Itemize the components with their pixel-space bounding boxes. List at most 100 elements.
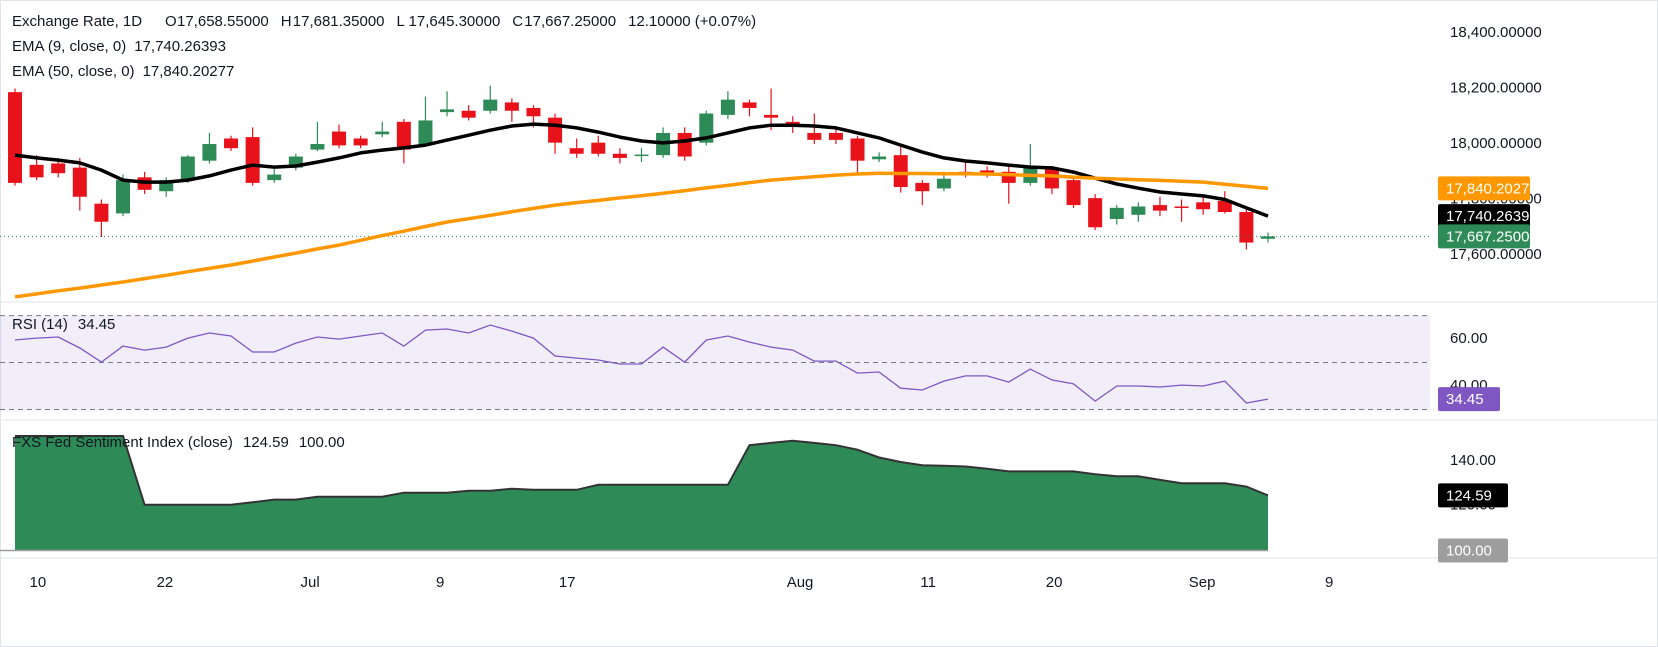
candle-body: [1260, 236, 1275, 239]
ohlc-key: C: [512, 13, 523, 30]
y-tick-label: 18,400.00000: [1450, 24, 1542, 41]
sentiment-area: [15, 436, 1268, 551]
candle-body: [245, 137, 260, 183]
candle-body: [850, 138, 865, 161]
candle-body: [872, 156, 887, 160]
candle-body: [612, 153, 627, 158]
x-tick-label: 10: [30, 574, 47, 591]
ema-line: [14, 122, 1269, 218]
rsi-line: [14, 324, 1269, 404]
candle-body: [1174, 206, 1189, 208]
candle-body: [461, 110, 476, 118]
sentiment-line: [15, 435, 1269, 506]
candle-body: [936, 178, 951, 189]
y-tick-label: 17,600.00000: [1450, 246, 1542, 263]
x-tick-label: 11: [920, 574, 936, 591]
x-tick-label: 9: [436, 574, 444, 591]
price-badge: [1438, 224, 1530, 249]
candle-body: [94, 203, 109, 222]
candle-body: [569, 148, 584, 154]
x-tick-label: Jul: [300, 574, 319, 591]
candle-body: [1066, 180, 1081, 206]
candle-body: [893, 155, 908, 188]
candle-body: [634, 154, 649, 157]
price-badge: [1438, 204, 1530, 229]
candle-body: [7, 92, 22, 183]
ema-line: [14, 171, 1269, 299]
candle-body: [72, 167, 87, 197]
baseline-badge-label: 100.00: [1446, 542, 1492, 559]
x-tick-label: Sep: [1189, 574, 1216, 591]
legend-name: EMA (50, close, 0): [12, 63, 135, 80]
legend-value: 124.59: [243, 434, 289, 451]
baseline-badge: [1438, 538, 1508, 563]
candle-body: [1044, 167, 1059, 189]
candle-body: [418, 120, 433, 146]
legend-name: RSI (14): [12, 316, 68, 333]
candle-body: [980, 170, 995, 174]
legend-value: 17,840.20277: [143, 63, 235, 80]
candle-body: [159, 180, 174, 192]
candle-body: [180, 156, 195, 181]
candle-body: [828, 132, 843, 140]
value-badge-label: 34.45: [1446, 391, 1484, 408]
candle-body: [526, 107, 541, 117]
candle-body: [440, 109, 455, 113]
candle-body: [1152, 205, 1167, 211]
x-tick-label: 17: [559, 574, 576, 591]
candle-body: [224, 138, 239, 149]
candle-body: [785, 121, 800, 125]
price-badge-label: 17,667.25000: [1446, 228, 1538, 245]
candle-body: [353, 138, 368, 146]
y-tick-label: 18,200.00000: [1450, 79, 1542, 96]
candle-body: [1088, 198, 1103, 228]
change-label: 12.10000 (+0.07%): [628, 13, 756, 30]
candle-body: [1196, 202, 1211, 210]
ohlc-key: O: [165, 13, 177, 30]
candle-body: [764, 114, 779, 118]
candle-body: [375, 131, 390, 135]
ohlc-value: 17,681.35000: [293, 13, 385, 30]
labels: 10 22 Jul 9 17 Aug 11 20 Sep 9 18,400.00000 18,200.…: [12, 13, 1542, 591]
value-badge-label: 124.59: [1446, 487, 1492, 504]
ohlc-value: 17,667.25000: [524, 13, 616, 30]
candle-body: [288, 156, 303, 168]
candle-body: [915, 182, 930, 192]
ohlc-value: 17,645.30000: [409, 13, 501, 30]
legend-value: 17,740.26393: [134, 38, 226, 55]
x-tick-label: Aug: [787, 574, 814, 591]
ohlc-value: 17,658.55000: [177, 13, 269, 30]
legend-name: FXS Fed Sentiment Index (close): [12, 434, 233, 451]
marks: [0, 85, 1430, 552]
price-badge-label: 17,740.26393: [1446, 208, 1538, 225]
chart-title: Exchange Rate, 1D: [12, 13, 142, 30]
y-tick-label: 140.00: [1450, 452, 1496, 469]
baseline-legend: 100.00: [299, 434, 345, 451]
candle-body: [742, 102, 757, 108]
y-tick-label: 18,000.00000: [1450, 135, 1542, 152]
candle-body: [807, 132, 822, 140]
x-tick-label: 9: [1325, 574, 1333, 591]
candle-body: [1131, 206, 1146, 215]
y-tick-label: 60.00: [1450, 330, 1488, 347]
candle-body: [202, 144, 217, 161]
legend-name: EMA (9, close, 0): [12, 38, 126, 55]
candle-body: [332, 131, 347, 146]
candle-body: [548, 117, 563, 143]
x-tick-label: 20: [1046, 574, 1063, 591]
candle-body: [483, 99, 498, 111]
ohlc-key: H: [281, 13, 292, 30]
candle-body: [310, 144, 325, 150]
price-badge: [1438, 176, 1530, 201]
candle-body: [504, 102, 519, 111]
candle-body: [1109, 207, 1124, 219]
legend-value: 34.45: [78, 316, 116, 333]
candle-body: [29, 164, 44, 178]
candle-body: [51, 163, 66, 174]
value-badge: [1438, 483, 1508, 508]
candle-body: [1001, 171, 1016, 183]
candle-body: [267, 174, 282, 181]
candle-body: [396, 121, 411, 150]
candle-body: [116, 180, 131, 214]
